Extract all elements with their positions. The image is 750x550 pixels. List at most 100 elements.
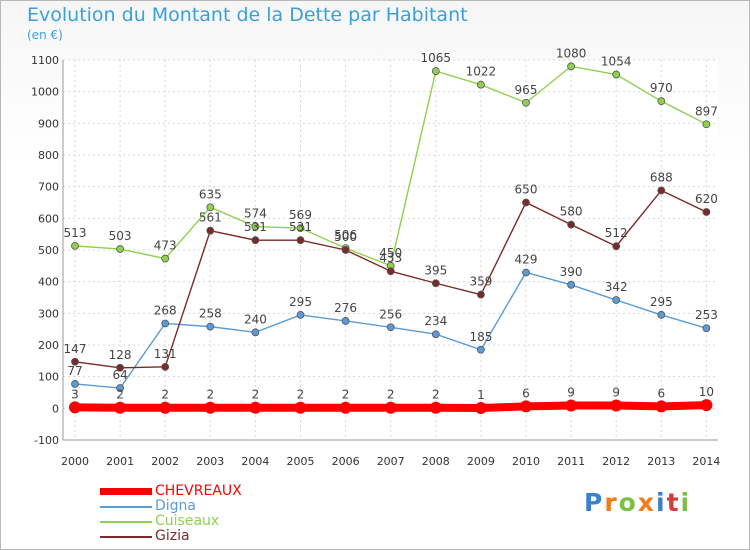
- data-point-cuiseaux: [431, 67, 440, 75]
- data-label-digna: 295: [289, 295, 312, 309]
- y-tick-label: 100: [38, 371, 59, 384]
- x-tick-label: 2003: [196, 455, 224, 468]
- data-label-chevreaux: 2: [432, 388, 440, 402]
- data-label-gizia: 531: [289, 220, 312, 234]
- data-label-gizia: 131: [154, 347, 177, 361]
- data-label-cuiseaux: 574: [244, 207, 267, 221]
- data-label-cuiseaux: 473: [154, 239, 177, 253]
- data-label-cuiseaux: 506: [334, 228, 357, 242]
- data-point-cuiseaux: [161, 254, 170, 263]
- data-label-cuiseaux: 1080: [556, 46, 587, 60]
- data-label-digna: 295: [650, 295, 673, 309]
- data-point-cuiseaux: [71, 241, 79, 250]
- data-point-cuiseaux: [657, 97, 666, 106]
- data-point-digna: [251, 328, 260, 337]
- data-point-chevreaux: [565, 399, 578, 412]
- chart-subtitle: (en €): [27, 28, 63, 42]
- x-tick-label: 2004: [241, 455, 269, 468]
- legend-swatch: [100, 521, 152, 523]
- data-point-chevreaux: [610, 399, 623, 412]
- legend-label: Digna: [155, 498, 197, 514]
- data-label-digna: 258: [199, 307, 222, 321]
- data-label-digna: 276: [334, 301, 357, 315]
- data-point-cuiseaux: [702, 120, 711, 129]
- legend: CHEVREAUX Digna Cuiseaux Gizia: [100, 484, 300, 544]
- data-point-gizia: [657, 186, 666, 195]
- data-point-gizia: [116, 363, 124, 372]
- data-label-digna: 234: [424, 314, 447, 328]
- data-label-cuiseaux: 1065: [421, 51, 452, 65]
- data-point-cuiseaux: [476, 80, 485, 89]
- data-label-gizia: 688: [650, 170, 673, 184]
- data-label-chevreaux: 2: [252, 388, 260, 402]
- data-label-digna: 77: [67, 364, 82, 378]
- data-label-chevreaux: 6: [657, 386, 665, 400]
- y-tick-label: 400: [38, 276, 59, 289]
- legend-item-gizia: Gizia: [100, 529, 300, 544]
- data-label-gizia: 500: [334, 230, 357, 244]
- data-label-chevreaux: 2: [342, 388, 350, 402]
- data-point-cuiseaux: [612, 70, 621, 79]
- data-label-chevreaux: 3: [71, 387, 79, 401]
- data-point-gizia: [476, 290, 485, 299]
- data-point-digna: [206, 322, 215, 331]
- data-point-gizia: [386, 267, 395, 276]
- data-label-gizia: 147: [64, 342, 87, 356]
- legend-swatch: [100, 488, 152, 495]
- x-tick-label: 2011: [557, 455, 585, 468]
- data-label-cuiseaux: 513: [64, 226, 87, 240]
- y-tick-label: 900: [38, 117, 59, 130]
- data-point-cuiseaux: [116, 245, 124, 253]
- legend-swatch: [100, 506, 152, 508]
- data-label-chevreaux: 10: [699, 385, 714, 399]
- data-point-chevreaux: [249, 401, 262, 414]
- data-label-digna: 342: [605, 280, 628, 294]
- data-point-gizia: [161, 362, 170, 371]
- data-point-chevreaux: [429, 401, 442, 414]
- data-point-digna: [567, 280, 575, 289]
- y-tick-label: 600: [38, 212, 59, 225]
- x-tick-label: 2002: [151, 455, 179, 468]
- legend-item-chevreaux: CHEVREAUX: [100, 484, 300, 499]
- data-label-chevreaux: 9: [612, 385, 620, 399]
- data-point-chevreaux: [159, 401, 172, 414]
- data-label-cuiseaux: 503: [109, 229, 132, 243]
- x-tick-label: 2007: [377, 455, 405, 468]
- data-point-gizia: [341, 246, 350, 254]
- data-label-cuiseaux: 569: [289, 208, 312, 222]
- data-label-digna: 253: [695, 308, 718, 322]
- data-point-chevreaux: [204, 401, 217, 414]
- data-point-digna: [612, 296, 621, 304]
- legend-item-digna: Digna: [100, 499, 300, 514]
- x-tick-label: 2012: [602, 455, 630, 468]
- data-label-digna: 390: [560, 265, 583, 279]
- y-tick-label: 0: [52, 402, 59, 415]
- x-tick-label: 2013: [647, 455, 675, 468]
- data-point-chevreaux: [384, 401, 397, 414]
- data-point-cuiseaux: [251, 222, 260, 231]
- data-point-chevreaux: [114, 401, 127, 414]
- y-tick-label: 200: [38, 339, 59, 352]
- data-point-digna: [71, 380, 79, 388]
- data-point-gizia: [71, 357, 79, 366]
- data-label-cuiseaux: 965: [515, 83, 538, 97]
- data-label-digna: 268: [154, 303, 177, 317]
- data-point-chevreaux: [339, 401, 352, 414]
- x-tick-label: 2009: [467, 455, 495, 468]
- data-label-chevreaux: 2: [387, 388, 395, 402]
- data-point-chevreaux: [474, 402, 487, 415]
- legend-swatch: [100, 536, 152, 538]
- x-tick-label: 2006: [332, 455, 360, 468]
- x-tick-label: 2005: [287, 455, 315, 468]
- data-label-chevreaux: 1: [477, 388, 485, 402]
- data-label-gizia: 620: [695, 192, 718, 206]
- legend-label: CHEVREAUX: [155, 483, 242, 499]
- data-label-gizia: 650: [515, 183, 538, 197]
- data-point-cuiseaux: [206, 203, 215, 212]
- data-point-cuiseaux: [296, 224, 305, 233]
- y-tick-label: 300: [38, 307, 59, 320]
- y-tick-label: -100: [34, 434, 59, 447]
- data-label-chevreaux: 2: [116, 388, 124, 402]
- data-label-gizia: 395: [424, 263, 447, 277]
- data-point-digna: [431, 330, 440, 339]
